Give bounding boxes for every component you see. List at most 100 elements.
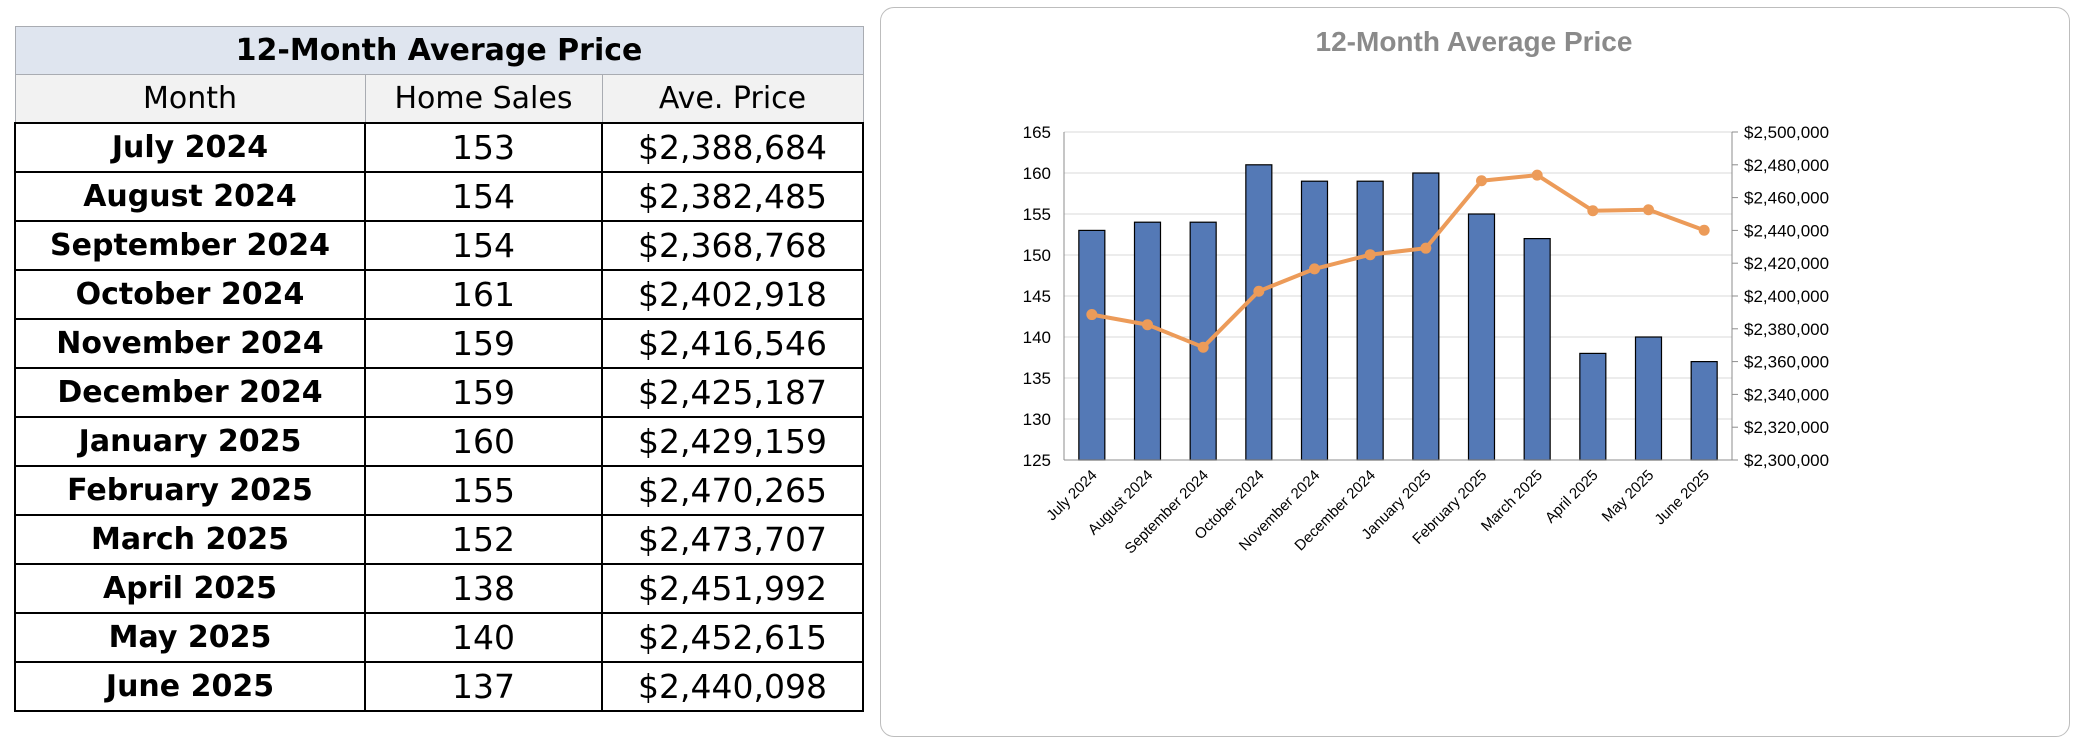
right-tick-label: $2,300,000	[1744, 451, 1829, 470]
cell-home-sales: 155	[364, 465, 603, 516]
cell-ave-price: $2,382,485	[601, 171, 864, 222]
right-tick-label: $2,440,000	[1744, 221, 1829, 240]
table-row: February 2025 155 $2,470,265	[14, 465, 864, 516]
bar	[1189, 221, 1217, 461]
left-tick-label: 145	[1023, 287, 1051, 306]
cell-month: July 2024	[14, 122, 366, 173]
bar	[1690, 361, 1718, 461]
cell-home-sales: 137	[364, 661, 603, 712]
combo-chart: 12-Month Average Price 125 130 135 140 145 15…	[1023, 26, 1829, 557]
right-tick-label: $2,460,000	[1744, 189, 1829, 208]
cell-ave-price: $2,402,918	[601, 269, 864, 320]
cell-home-sales: 152	[364, 514, 603, 565]
cell-month: November 2024	[14, 318, 366, 369]
left-tick-label: 160	[1023, 164, 1051, 183]
bar	[1412, 172, 1440, 461]
left-tick-label: 155	[1023, 205, 1051, 224]
line-point	[1476, 175, 1487, 187]
average-price-table: 12-Month Average Price Month Home Sales …	[14, 26, 864, 712]
cell-month: January 2025	[14, 416, 366, 467]
bar	[1579, 352, 1607, 461]
right-tick-label: $2,360,000	[1744, 353, 1829, 372]
table-row: March 2025 152 $2,473,707	[14, 514, 864, 565]
cell-home-sales: 160	[364, 416, 603, 467]
cell-ave-price: $2,368,768	[601, 220, 864, 271]
series-line	[1091, 173, 1705, 350]
bar	[1634, 336, 1663, 461]
cell-home-sales: 159	[364, 318, 603, 369]
left-tick-label: 165	[1023, 123, 1051, 142]
line-point	[1531, 169, 1543, 181]
cell-ave-price: $2,416,546	[601, 318, 864, 369]
cell-ave-price: $2,388,684	[601, 122, 864, 173]
line-point	[1420, 242, 1432, 254]
right-tick-label: $2,480,000	[1744, 156, 1829, 175]
cell-home-sales: 140	[364, 612, 603, 663]
cell-ave-price: $2,451,992	[601, 563, 864, 614]
right-tick-label: $2,400,000	[1744, 287, 1829, 306]
cell-ave-price: $2,470,265	[601, 465, 864, 516]
left-tick-label: 130	[1023, 410, 1051, 429]
table-row: April 2025 138 $2,451,992	[14, 563, 864, 614]
bar	[1245, 164, 1273, 461]
chart-panel: 12-Month Average Price 125 130 135 140 145 15…	[880, 7, 2070, 737]
right-axis-ticks: $2,300,000 $2,320,000 $2,340,000 $2,360,000…	[1732, 123, 1829, 470]
line-point	[1364, 249, 1376, 261]
line-point	[1643, 204, 1654, 216]
gridlines	[1064, 131, 1732, 461]
line-point	[1142, 319, 1153, 331]
table-row: December 2024 159 $2,425,187	[14, 367, 864, 418]
table-row: November 2024 159 $2,416,546	[14, 318, 864, 369]
column-header-ave-price: Ave. Price	[601, 74, 864, 124]
category-label: July 2024	[1043, 467, 1100, 524]
cell-ave-price: $2,425,187	[601, 367, 864, 418]
right-tick-label: $2,340,000	[1744, 385, 1829, 404]
table-row: August 2024 154 $2,382,485	[14, 171, 864, 222]
table-row: June 2025 137 $2,440,098	[14, 661, 864, 712]
category-label: May 2025	[1599, 467, 1658, 526]
table-body: July 2024 153 $2,388,684 August 2024 154 $2,3…	[14, 122, 864, 712]
bar	[1300, 180, 1329, 461]
line-point	[1587, 205, 1599, 217]
left-tick-label: 125	[1023, 451, 1051, 470]
cell-home-sales: 153	[364, 122, 603, 173]
bar	[1133, 221, 1162, 461]
table-row: October 2024 161 $2,402,918	[14, 269, 864, 320]
cell-home-sales: 159	[364, 367, 603, 418]
cell-month: October 2024	[14, 269, 366, 320]
right-tick-label: $2,500,000	[1744, 123, 1829, 142]
left-tick-label: 140	[1023, 328, 1051, 347]
cell-ave-price: $2,440,098	[601, 661, 864, 712]
cell-month: August 2024	[14, 171, 366, 222]
cell-month: May 2025	[14, 612, 366, 663]
table-row: January 2025 160 $2,429,159	[14, 416, 864, 467]
line-point	[1253, 285, 1265, 297]
column-header-month: Month	[14, 74, 366, 124]
line-point	[1086, 309, 1098, 321]
table-title: 12-Month Average Price	[14, 26, 864, 75]
cell-home-sales: 138	[364, 563, 603, 614]
chart-title: 12-Month Average Price	[1316, 26, 1633, 57]
bar	[1467, 213, 1496, 461]
left-tick-label: 150	[1023, 246, 1051, 265]
line-point	[1698, 224, 1710, 236]
cell-month: March 2025	[14, 514, 366, 565]
cell-home-sales: 154	[364, 220, 603, 271]
right-tick-label: $2,380,000	[1744, 320, 1829, 339]
cell-ave-price: $2,473,707	[601, 514, 864, 565]
cell-month: February 2025	[14, 465, 366, 516]
cell-month: December 2024	[14, 367, 366, 418]
table-row: July 2024 153 $2,388,684	[14, 122, 864, 173]
cell-month: June 2025	[14, 661, 366, 712]
category-label: April 2025	[1542, 467, 1602, 527]
table-row: May 2025 140 $2,452,615	[14, 612, 864, 663]
cell-month: September 2024	[14, 220, 366, 271]
cell-home-sales: 161	[364, 269, 603, 320]
right-tick-label: $2,320,000	[1744, 418, 1829, 437]
cell-month: April 2025	[14, 563, 366, 614]
left-tick-label: 135	[1023, 369, 1051, 388]
right-tick-label: $2,420,000	[1744, 254, 1829, 273]
bar	[1523, 238, 1551, 461]
line-series	[1086, 169, 1710, 353]
